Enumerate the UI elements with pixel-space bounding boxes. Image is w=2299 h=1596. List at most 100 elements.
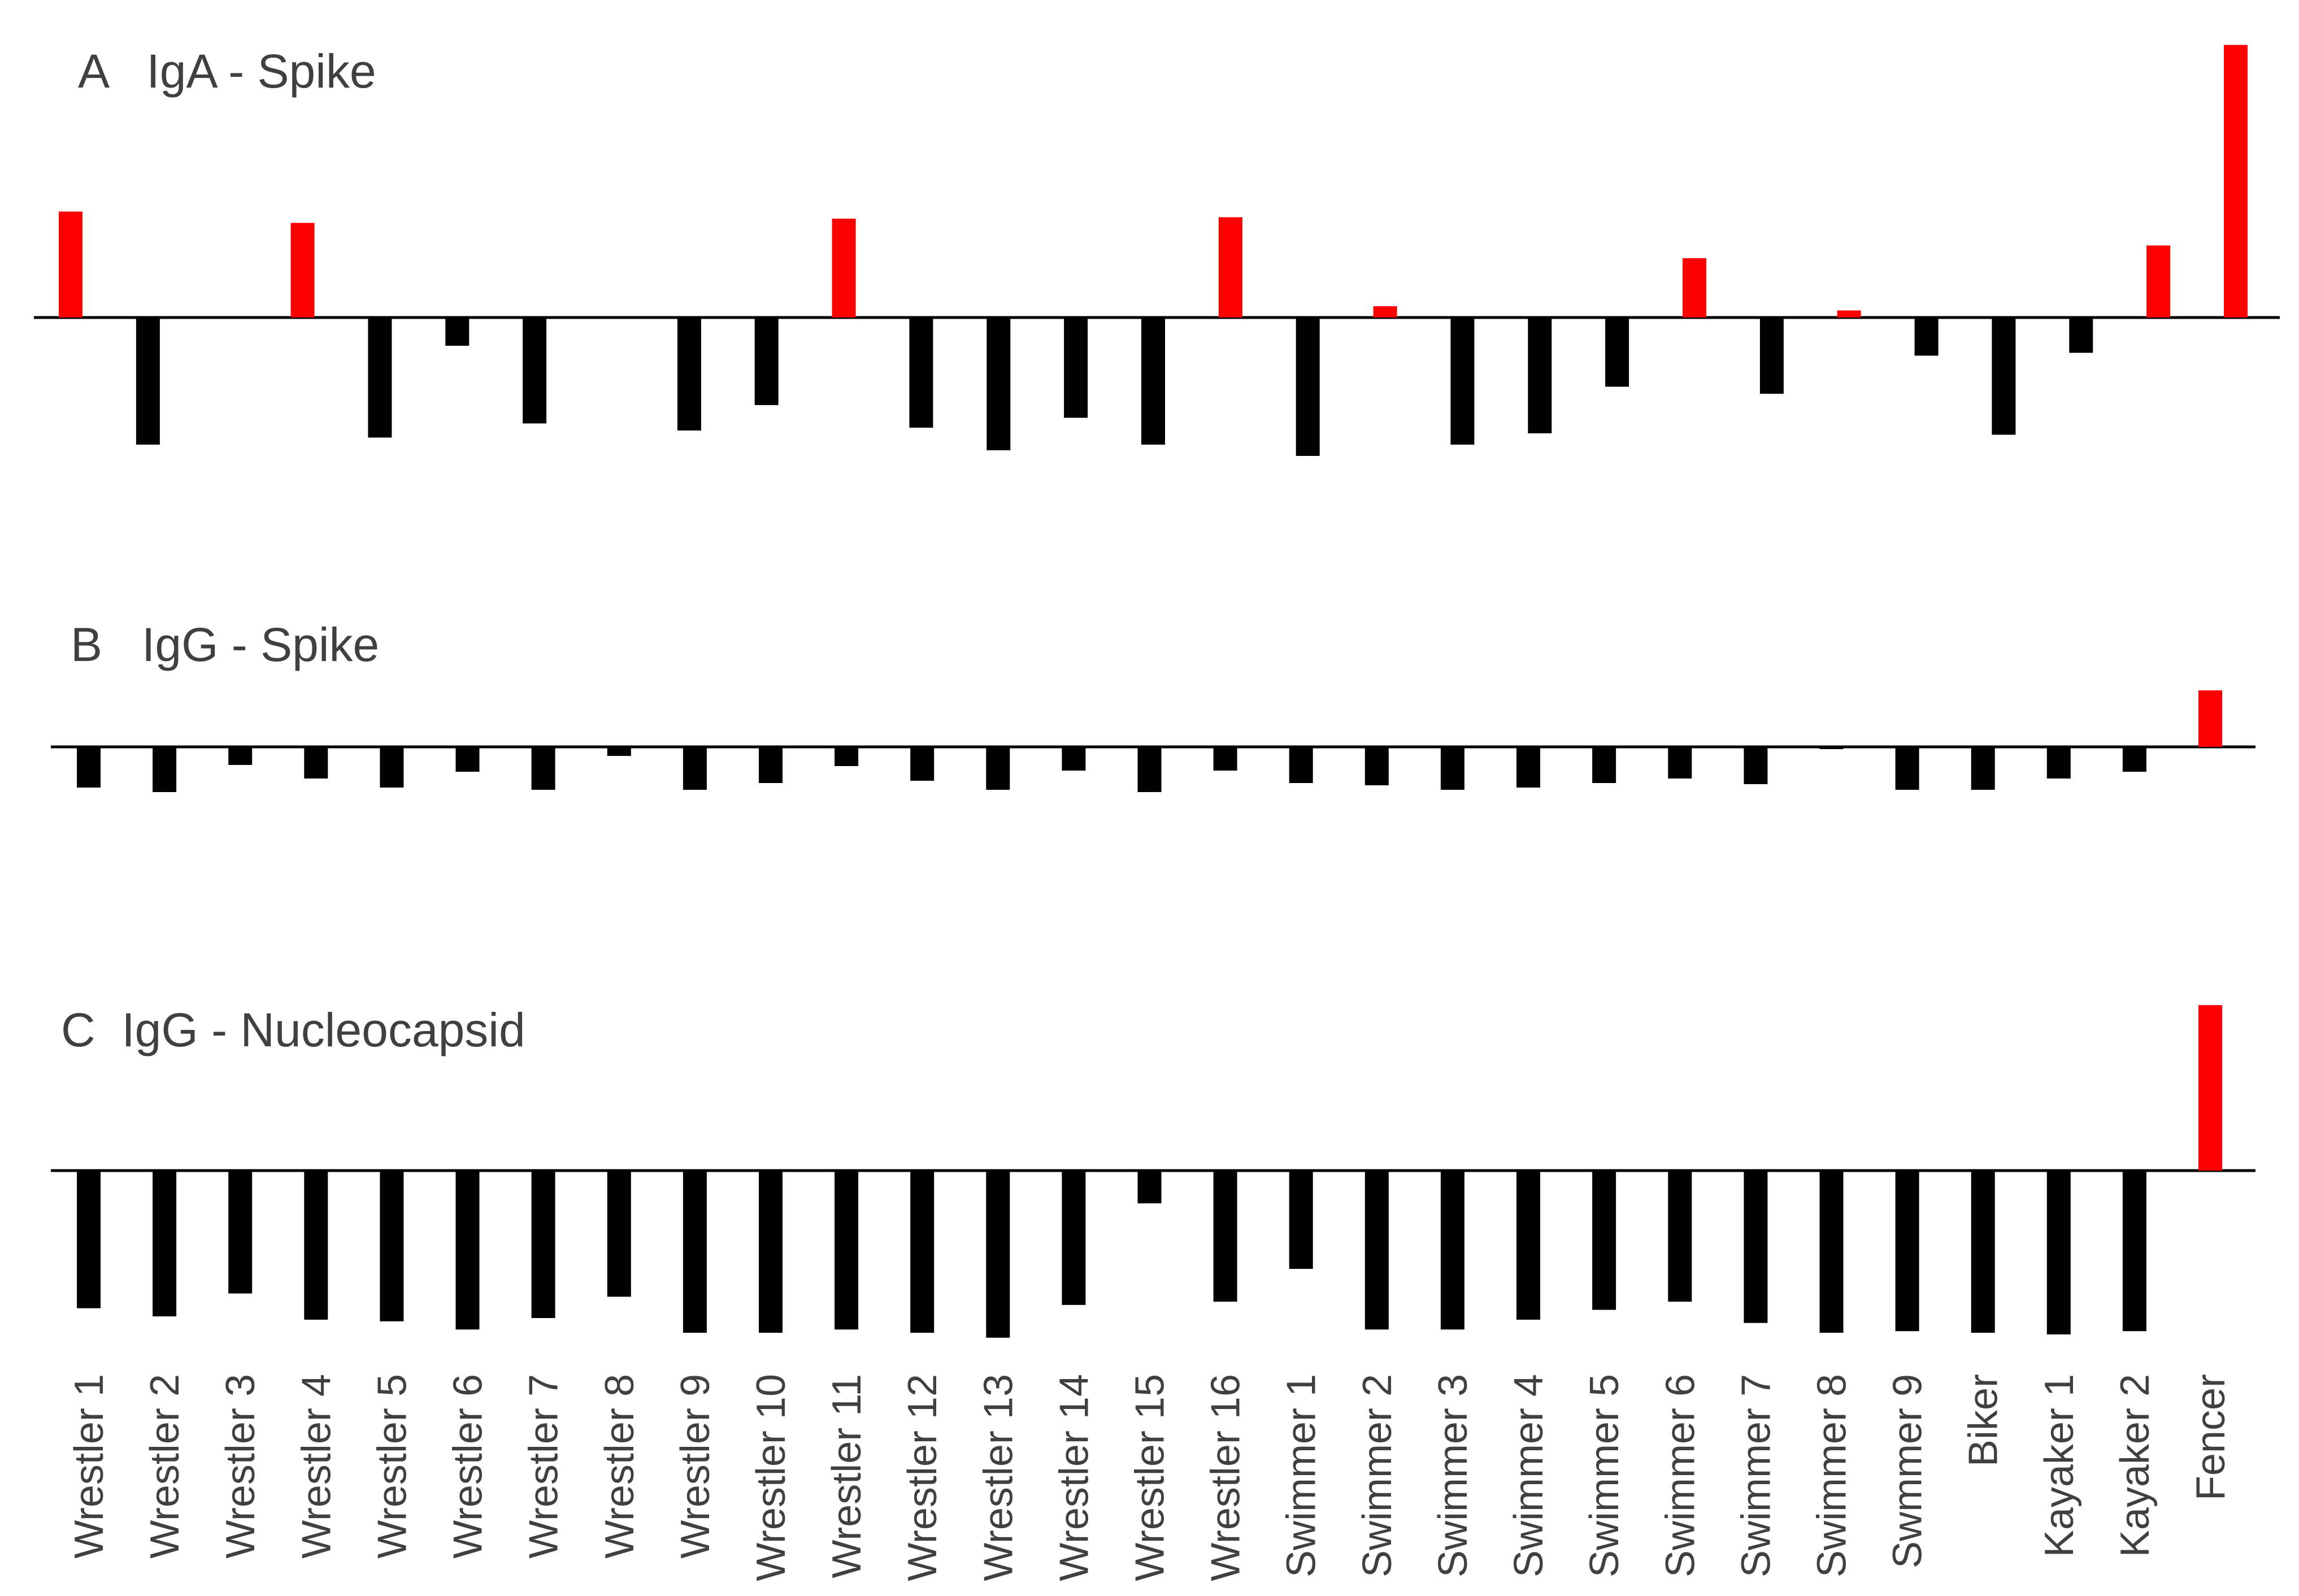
- bar-a-23: [1759, 318, 1784, 394]
- x-tick-label: Swimmer 5: [1582, 1374, 1627, 1577]
- bar-b-14: [1062, 747, 1086, 771]
- x-tick-label: Wrestler 5: [370, 1374, 415, 1559]
- bar-c-5: [380, 1171, 404, 1321]
- bar-b-15: [1137, 747, 1162, 792]
- x-tick-label: Wrestler 7: [521, 1374, 567, 1559]
- x-tick-label: Kayaker 1: [2037, 1374, 2082, 1557]
- bar-a-12: [909, 318, 933, 428]
- bar-c-13: [986, 1171, 1010, 1338]
- bar-b-7: [531, 747, 555, 790]
- bar-b-25: [1895, 747, 1919, 790]
- bar-c-11: [835, 1171, 859, 1330]
- bar-a-27: [2069, 318, 2093, 353]
- panel-b-title: B IgG - Spike: [71, 618, 379, 671]
- bar-c-28: [2122, 1171, 2146, 1332]
- bar-a-9: [677, 318, 701, 430]
- bar-b-12: [910, 747, 935, 781]
- bar-c-25: [1895, 1171, 1919, 1332]
- bar-a-5: [368, 318, 392, 438]
- bar-c-21: [1592, 1171, 1616, 1310]
- bar-c-8: [607, 1171, 631, 1297]
- bar-b-13: [986, 747, 1010, 790]
- panel-a-title: A IgA - Spike: [78, 45, 376, 98]
- x-tick-label: Wrestler 15: [1128, 1374, 1173, 1581]
- bar-c-3: [228, 1171, 253, 1294]
- bar-c-6: [455, 1171, 480, 1330]
- bar-b-28: [2122, 747, 2146, 772]
- x-tick-label: Wrestler 9: [673, 1374, 718, 1559]
- bar-c-27: [2046, 1171, 2071, 1334]
- x-tick-label: Wrestler 11: [824, 1374, 870, 1578]
- bar-a-20: [1528, 318, 1552, 433]
- bar-a-4: [290, 223, 315, 318]
- bar-c-24: [1819, 1171, 1844, 1333]
- panel-c-title: C IgG - Nucleocapsid: [61, 1003, 525, 1056]
- bar-c-20: [1516, 1171, 1540, 1320]
- bar-c-1: [77, 1171, 101, 1308]
- bar-a-19: [1450, 318, 1475, 445]
- bar-a-7: [523, 318, 547, 424]
- x-tick-label: Swimmer 6: [1658, 1374, 1703, 1577]
- x-axis-tick-labels: Wrestler 1 Wrestler 2 Wrestler 3 Wrestler 4…: [67, 1374, 2233, 1581]
- x-tick-label: Wrestler 13: [976, 1374, 1021, 1581]
- bar-a-21: [1605, 318, 1629, 387]
- panel-a-iga-spike: A IgA - Spike: [34, 45, 2280, 456]
- bar-b-23: [1744, 747, 1768, 784]
- bar-c-4: [304, 1171, 328, 1320]
- bar-c-2: [153, 1171, 177, 1317]
- x-tick-label: Wrestler 6: [446, 1374, 491, 1559]
- bar-c-26: [1971, 1171, 1995, 1333]
- bar-a-11: [832, 219, 856, 318]
- bar-a-1: [59, 211, 82, 318]
- bar-a-28: [2146, 245, 2171, 318]
- x-tick-label: Wrestler 14: [1051, 1374, 1097, 1581]
- bar-b-3: [228, 747, 253, 765]
- panel-c-bars: [77, 1005, 2222, 1338]
- bar-c-14: [1062, 1171, 1086, 1305]
- bar-a-2: [136, 318, 160, 445]
- bar-b-5: [380, 747, 404, 788]
- bar-b-6: [455, 747, 480, 772]
- bar-c-7: [531, 1171, 555, 1318]
- bar-b-24: [1819, 747, 1844, 749]
- bar-c-12: [910, 1171, 935, 1333]
- bar-b-9: [683, 747, 707, 790]
- x-tick-label: Kayaker 2: [2113, 1374, 2158, 1557]
- bar-a-24: [1837, 310, 1861, 318]
- bar-b-21: [1592, 747, 1616, 783]
- bar-c-23: [1744, 1171, 1768, 1323]
- bar-b-27: [2046, 747, 2071, 779]
- bar-a-26: [1992, 318, 2016, 435]
- bar-a-29: [2224, 45, 2248, 318]
- bar-a-13: [986, 318, 1011, 450]
- bar-a-18: [1373, 306, 1397, 318]
- bar-c-15: [1137, 1171, 1162, 1203]
- x-tick-label: Fencer: [2188, 1374, 2233, 1501]
- bar-b-20: [1516, 747, 1540, 788]
- x-tick-label: Wrestler 4: [294, 1374, 339, 1559]
- x-tick-label: Swimmer 1: [1279, 1374, 1324, 1577]
- bar-b-16: [1213, 747, 1237, 771]
- bar-c-9: [683, 1171, 707, 1333]
- x-tick-label: Swmmer 9: [1885, 1374, 1931, 1568]
- bar-c-19: [1440, 1171, 1464, 1330]
- x-tick-label: Wrestler 10: [749, 1374, 794, 1581]
- x-tick-label: Swimmer 7: [1733, 1374, 1779, 1577]
- bar-b-10: [759, 747, 783, 783]
- bar-b-19: [1440, 747, 1464, 790]
- x-tick-label: Swimmer 2: [1355, 1374, 1400, 1577]
- bar-a-25: [1914, 318, 1939, 356]
- bar-b-17: [1289, 747, 1313, 783]
- bar-b-11: [835, 747, 859, 766]
- x-tick-label: Wrestler 2: [142, 1374, 188, 1559]
- x-tick-label: Biker: [1961, 1374, 2006, 1467]
- panel-c-igg-nucleocapsid: C IgG - Nucleocapsid: [51, 1003, 2255, 1338]
- bar-a-15: [1141, 318, 1165, 445]
- bar-c-16: [1213, 1171, 1237, 1302]
- x-tick-label: Swimmer 4: [1506, 1374, 1552, 1577]
- x-tick-label: Wrestler 12: [900, 1374, 945, 1581]
- panel-b-igg-spike: B IgG - Spike: [51, 618, 2255, 792]
- bar-c-17: [1289, 1171, 1313, 1269]
- x-tick-label: Wrestler 1: [67, 1374, 112, 1559]
